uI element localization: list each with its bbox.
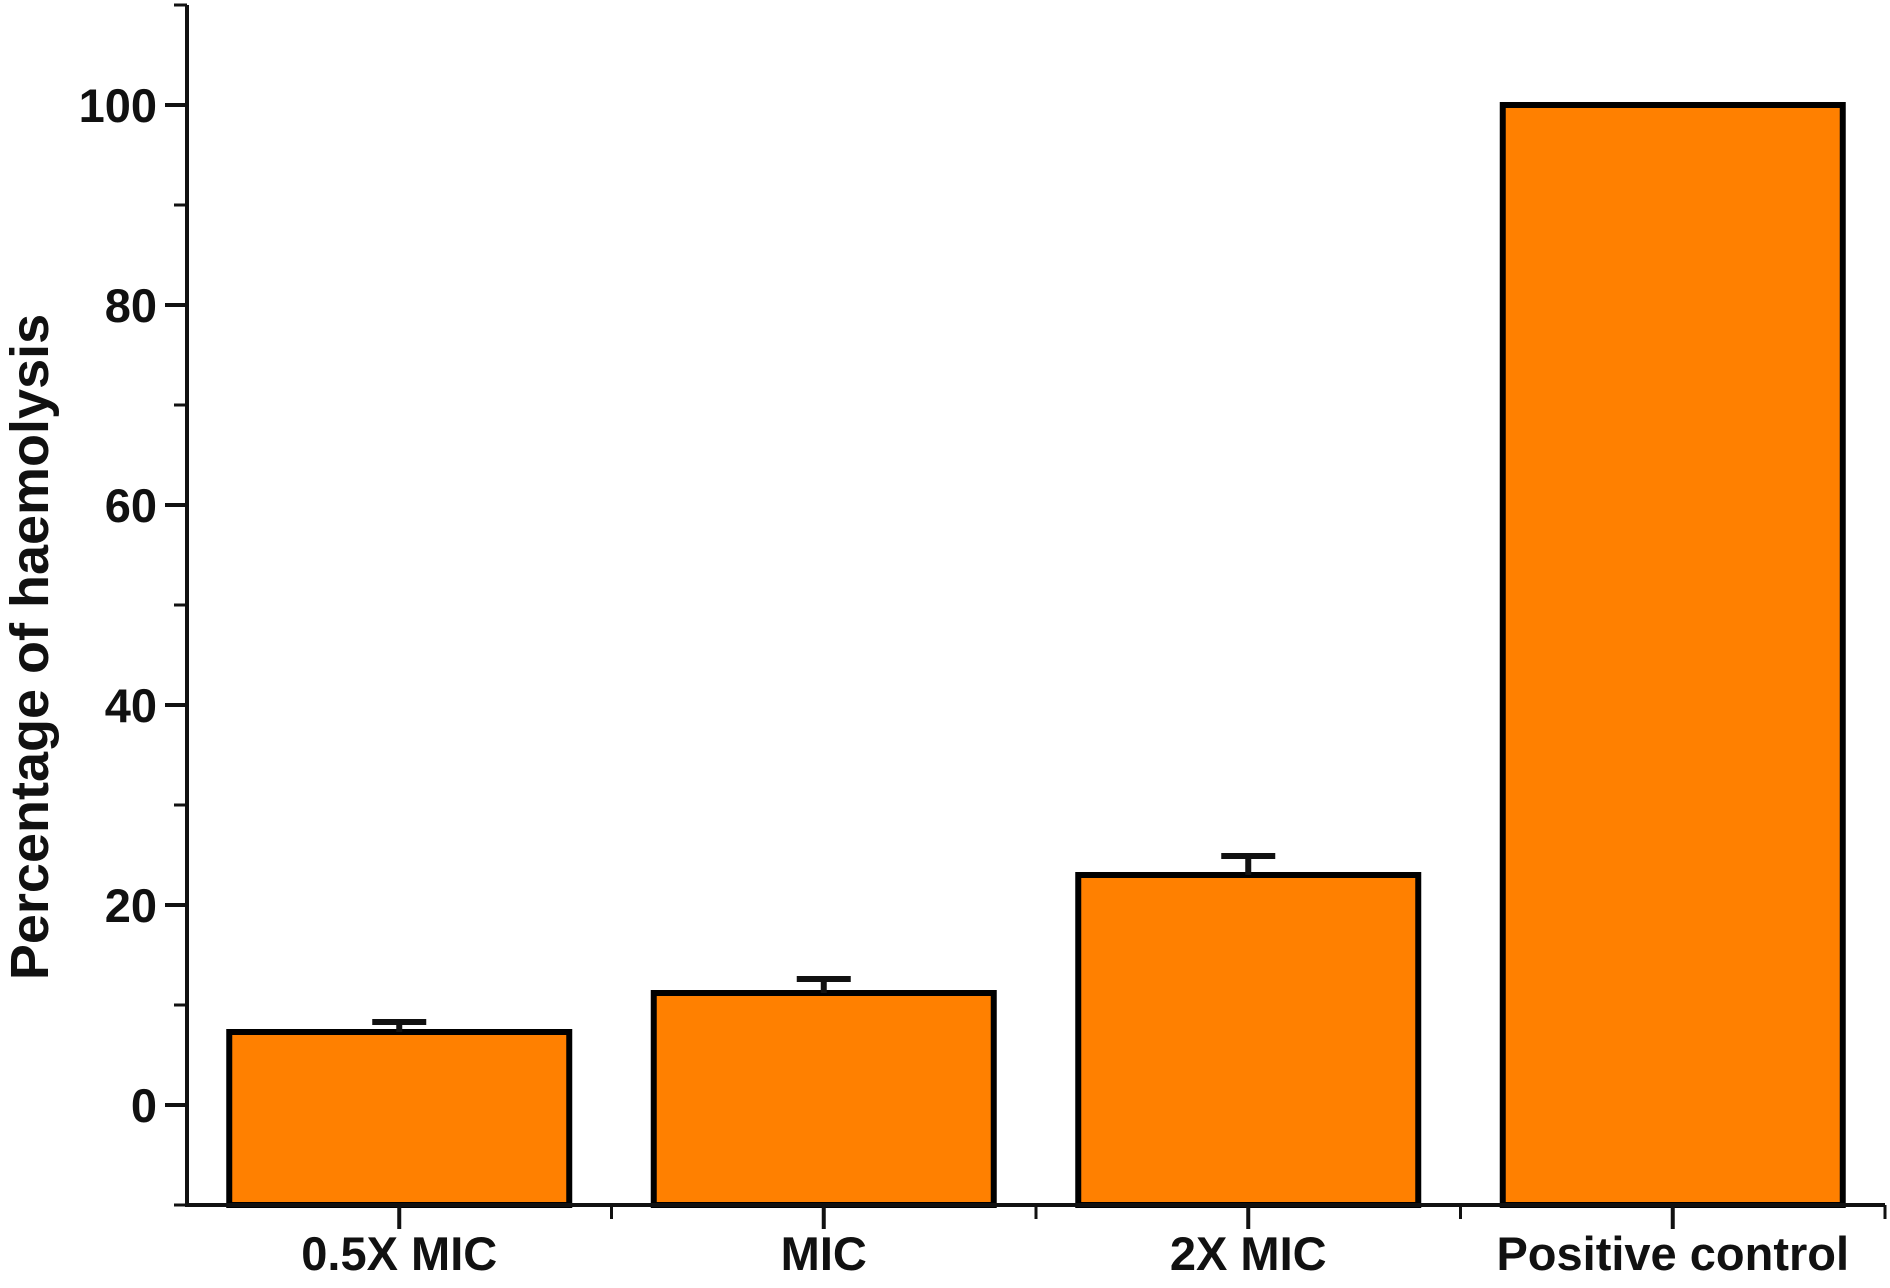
y-tick-label: 100 bbox=[79, 79, 157, 132]
bar bbox=[226, 1029, 573, 1208]
y-tick-label: 40 bbox=[105, 679, 157, 732]
y-tick-label: 20 bbox=[105, 879, 157, 932]
bar bbox=[650, 990, 997, 1208]
x-tick-label: MIC bbox=[781, 1227, 867, 1280]
y-axis-minor-ticks bbox=[174, 3, 187, 1207]
bar bbox=[1499, 102, 1846, 1208]
y-axis-ticks: 0 20 40 60 80 100 bbox=[79, 79, 187, 1132]
y-tick-label: 60 bbox=[105, 479, 157, 532]
bar bbox=[1075, 872, 1422, 1208]
error-bars bbox=[372, 853, 1276, 1032]
y-axis-title: Percentage of haemolysis bbox=[0, 314, 60, 980]
x-tick-label: Positive control bbox=[1496, 1227, 1849, 1280]
x-axis-ticks: 0.5X MIC MIC 2X MIC Positive control bbox=[301, 1205, 1887, 1280]
x-tick-label: 0.5X MIC bbox=[301, 1227, 497, 1280]
y-tick-label: 80 bbox=[105, 279, 157, 332]
bars bbox=[226, 102, 1846, 1208]
x-tick-label: 2X MIC bbox=[1170, 1227, 1327, 1280]
y-tick-label: 0 bbox=[131, 1079, 157, 1132]
